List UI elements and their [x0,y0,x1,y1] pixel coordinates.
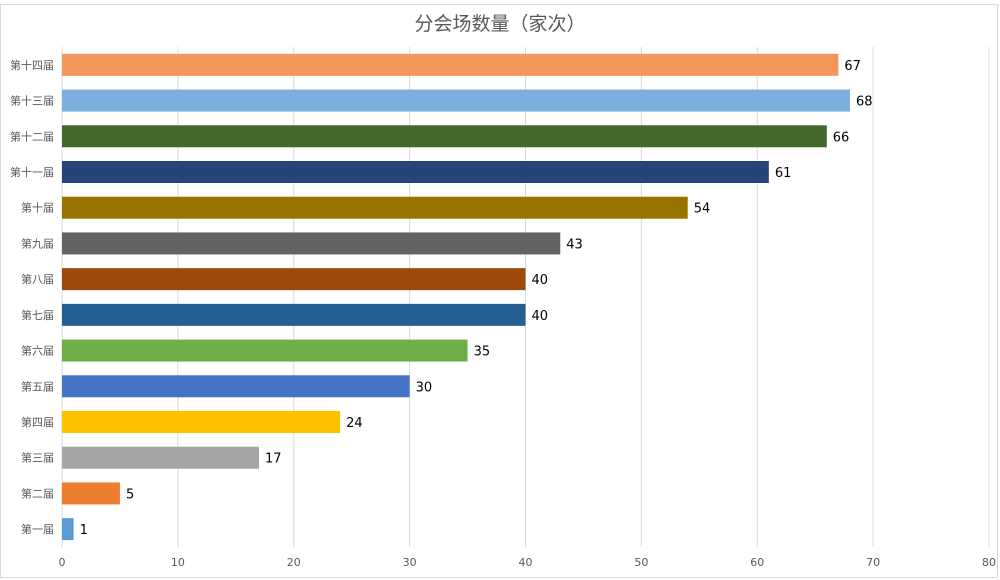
category-label: 第十三届 [10,94,54,108]
category-label: 第三届 [21,451,54,465]
category-label: 第九届 [21,236,54,250]
bar [62,232,561,255]
bar [62,161,769,183]
bar [62,339,468,362]
category-label: 第五届 [21,379,54,393]
data-label: 40 [532,273,549,288]
bar [62,125,827,148]
x-tick-label: 20 [287,556,301,569]
x-tick-label: 70 [866,556,880,569]
category-label: 第四届 [21,415,54,429]
data-label: 1 [80,523,88,538]
data-label: 43 [566,237,583,252]
data-label: 17 [265,452,282,467]
category-label: 第八届 [21,272,54,286]
bar [62,303,526,326]
data-label: 30 [416,380,433,395]
bar [62,518,74,541]
x-tick-label: 80 [982,556,996,569]
category-label: 第十届 [21,201,54,215]
category-label: 第十四届 [10,58,54,72]
data-label: 61 [775,166,792,181]
bar [62,482,120,505]
data-label: 66 [833,130,850,145]
data-label: 35 [474,345,491,360]
data-label: 68 [856,95,873,110]
bar [62,89,850,112]
x-tick-label: 50 [634,556,648,569]
data-label: 40 [532,309,549,324]
x-tick-label: 0 [59,556,66,569]
bar [62,411,341,433]
bar [62,268,526,291]
category-label: 第十二届 [10,129,54,143]
category-label: 第二届 [21,486,54,500]
data-label: 54 [694,202,711,217]
chart-title: 分会场数量（家次） [414,13,585,35]
data-label: 24 [346,416,363,431]
x-tick-label: 40 [519,556,533,569]
category-label: 第十一届 [10,165,54,179]
bar [62,53,839,76]
x-tick-label: 10 [171,556,185,569]
chart-frame [0,4,998,578]
x-tick-label: 30 [403,556,417,569]
bar [62,196,688,219]
data-label: 5 [126,487,134,502]
bar [62,446,259,469]
category-label: 第七届 [21,308,54,322]
bar [62,375,410,398]
category-label: 第一届 [21,522,54,536]
data-label: 67 [844,59,861,74]
x-tick-label: 60 [750,556,764,569]
category-label: 第六届 [21,344,54,358]
